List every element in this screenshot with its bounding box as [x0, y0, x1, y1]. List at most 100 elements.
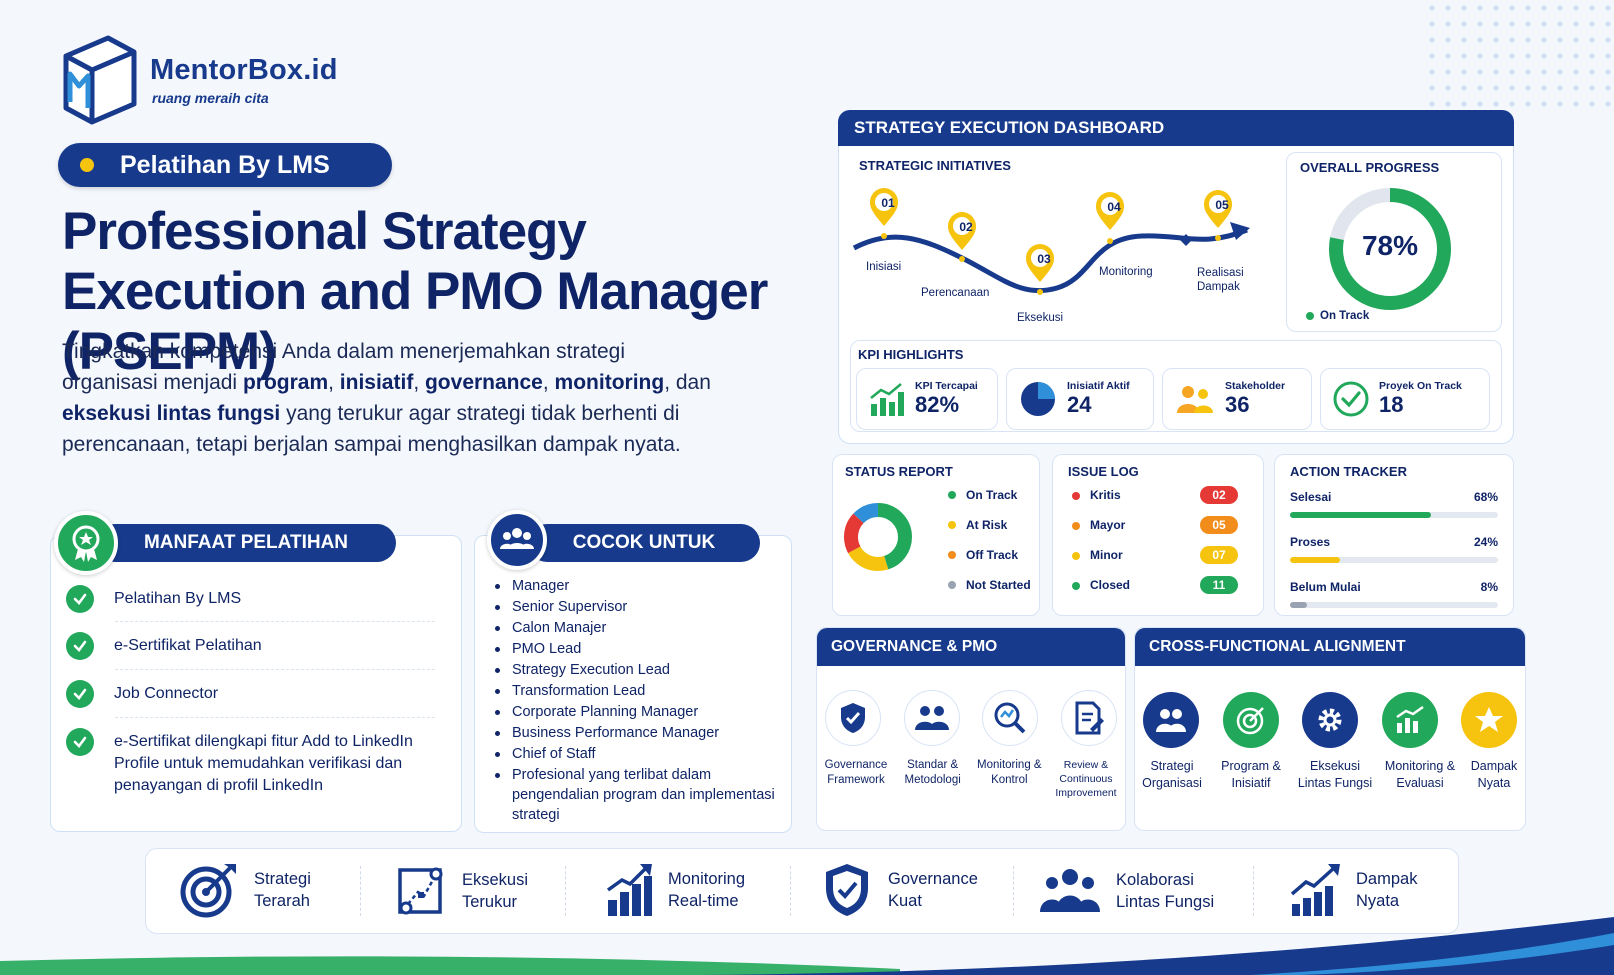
brand-name: MentorBox.id	[150, 54, 338, 86]
pin-icon	[1204, 190, 1232, 228]
kpi-value: 36	[1225, 392, 1250, 417]
stakeholder-icon	[1177, 386, 1213, 413]
kpi-value: 24	[1067, 392, 1092, 417]
legend-item: At Risk	[948, 510, 1031, 540]
action-label: Belum Mulai	[1290, 580, 1361, 594]
legend-item: Not Started	[948, 570, 1031, 600]
governance-heading: GOVERNANCE & PMO	[817, 628, 1125, 666]
pin-icon	[1026, 244, 1054, 282]
feature-label: Monitoring Real-time	[668, 870, 746, 910]
lms-badge: Pelatihan By LMS	[58, 143, 392, 187]
feature-label: Strategi Terarah	[254, 870, 311, 910]
list-item: Strategy Execution Lead	[492, 660, 788, 681]
bar-growth-icon	[606, 864, 652, 916]
check-icon	[66, 632, 94, 660]
list-item: Manager	[492, 576, 788, 597]
kpi-label: Proyek On Track	[1379, 380, 1462, 392]
decorative-wave	[0, 917, 1614, 975]
cocok-heading: COCOK UNTUK	[528, 524, 760, 562]
feature-label: Kolaborasi Lintas Fungsi	[1116, 871, 1215, 911]
action-row: Selesai 68%	[1290, 490, 1498, 518]
separator	[1253, 866, 1254, 916]
list-item: Chief of Staff	[492, 744, 788, 765]
legend-dot	[948, 581, 956, 589]
growth-chart-icon	[870, 383, 904, 416]
action-tracker-heading: ACTION TRACKER	[1290, 464, 1407, 479]
list-item: Transformation Lead	[492, 681, 788, 702]
pin-icon	[870, 188, 898, 226]
feature-item: Kolaborasi Lintas Fungsi	[1040, 868, 1214, 914]
shield-check-icon	[826, 864, 868, 916]
overall-progress-ring	[1329, 188, 1451, 310]
progress-bar	[1290, 512, 1498, 518]
issue-list: Kritis 02 Mayor 05 Minor 07 Closed 11	[1072, 480, 1238, 600]
action-value: 68%	[1473, 490, 1498, 504]
progress-fill	[1290, 557, 1340, 563]
issue-count-badge: 07	[1200, 546, 1238, 564]
feature-item: Dampak Nyata	[1290, 862, 1417, 918]
donut-segment	[844, 503, 912, 571]
overall-value: 78%	[1361, 230, 1419, 261]
legend-dot	[948, 521, 956, 529]
donut-segment	[844, 503, 912, 571]
issue-count-badge: 05	[1200, 516, 1238, 534]
issue-log-heading: ISSUE LOG	[1068, 464, 1139, 479]
alignment-heading: CROSS-FUNCTIONAL ALIGNMENT	[1135, 628, 1525, 666]
progress-bar	[1290, 557, 1498, 563]
overall-progress-panel	[1286, 152, 1502, 332]
progress-bar	[1290, 602, 1498, 608]
gear-icon	[1302, 692, 1358, 748]
legend-item: On Track	[948, 480, 1031, 510]
issue-count-badge: 11	[1200, 576, 1238, 594]
issue-dot	[1072, 491, 1080, 500]
status-donut-chart	[844, 503, 912, 571]
step-number: 04	[1107, 200, 1121, 214]
progress-fill	[1290, 512, 1432, 518]
feature-label: Eksekusi Terukur	[462, 871, 529, 911]
status-dot	[1306, 311, 1314, 320]
issue-dot	[1072, 521, 1080, 530]
feature-item: Eksekusi Terukur	[396, 864, 528, 918]
issue-row: Closed 11	[1072, 570, 1238, 600]
page-title: Professional Strategy Execution and PMO …	[62, 202, 768, 381]
divider	[115, 717, 435, 718]
list-item: Senior Supervisor	[492, 597, 788, 618]
alignment-caption: Strategi Organisasi	[1142, 759, 1202, 790]
mentorbox-logo-icon	[63, 35, 137, 125]
kpi-card: Stakeholder 36	[1162, 368, 1312, 430]
action-label: Selesai	[1290, 490, 1332, 504]
benefit-item: Job Connector	[66, 680, 446, 708]
shield-icon	[825, 690, 881, 746]
alignment-caption: Monitoring & Evaluasi	[1384, 759, 1456, 790]
list-item: PMO Lead	[492, 639, 788, 660]
issue-dot	[1072, 551, 1080, 560]
collaboration-icon	[1040, 869, 1100, 912]
issue-row: Kritis 02	[1072, 480, 1238, 510]
status-report-heading: STATUS REPORT	[845, 464, 953, 479]
step-label: Realisasi Dampak	[1197, 267, 1244, 293]
pin-icon	[1096, 192, 1124, 230]
step-label: Inisiasi	[866, 261, 902, 273]
step-number: 02	[959, 220, 973, 234]
donut-segment	[844, 503, 912, 571]
action-row: Proses 24%	[1290, 535, 1498, 563]
benefit-item: Pelatihan By LMS	[66, 585, 446, 613]
kpi-card: Proyek On Track 18	[1320, 368, 1490, 430]
step-label: Eksekusi	[1017, 312, 1064, 324]
divider	[115, 621, 435, 622]
feature-item: Strategi Terarah	[180, 862, 311, 918]
step-label: Monitoring	[1099, 266, 1153, 278]
separator	[790, 866, 791, 916]
benefit-text: e-Sertifikat Pelatihan	[114, 637, 262, 654]
alignment-caption: Program & Inisiatif	[1221, 759, 1281, 790]
alignment-caption: Dampak Nyata	[1470, 759, 1518, 790]
list-item: Calon Manajer	[492, 618, 788, 639]
check-icon	[66, 728, 94, 756]
alignment-captions: Strategi Organisasi Program & Inisiatif Ek…	[1137, 758, 1523, 792]
feature-item: Monitoring Real-time	[606, 862, 745, 918]
separator	[1013, 866, 1014, 916]
manfaat-card	[50, 535, 462, 832]
measure-path-icon	[398, 867, 443, 915]
check-icon	[66, 680, 94, 708]
list-item: Corporate Planning Manager	[492, 702, 788, 723]
